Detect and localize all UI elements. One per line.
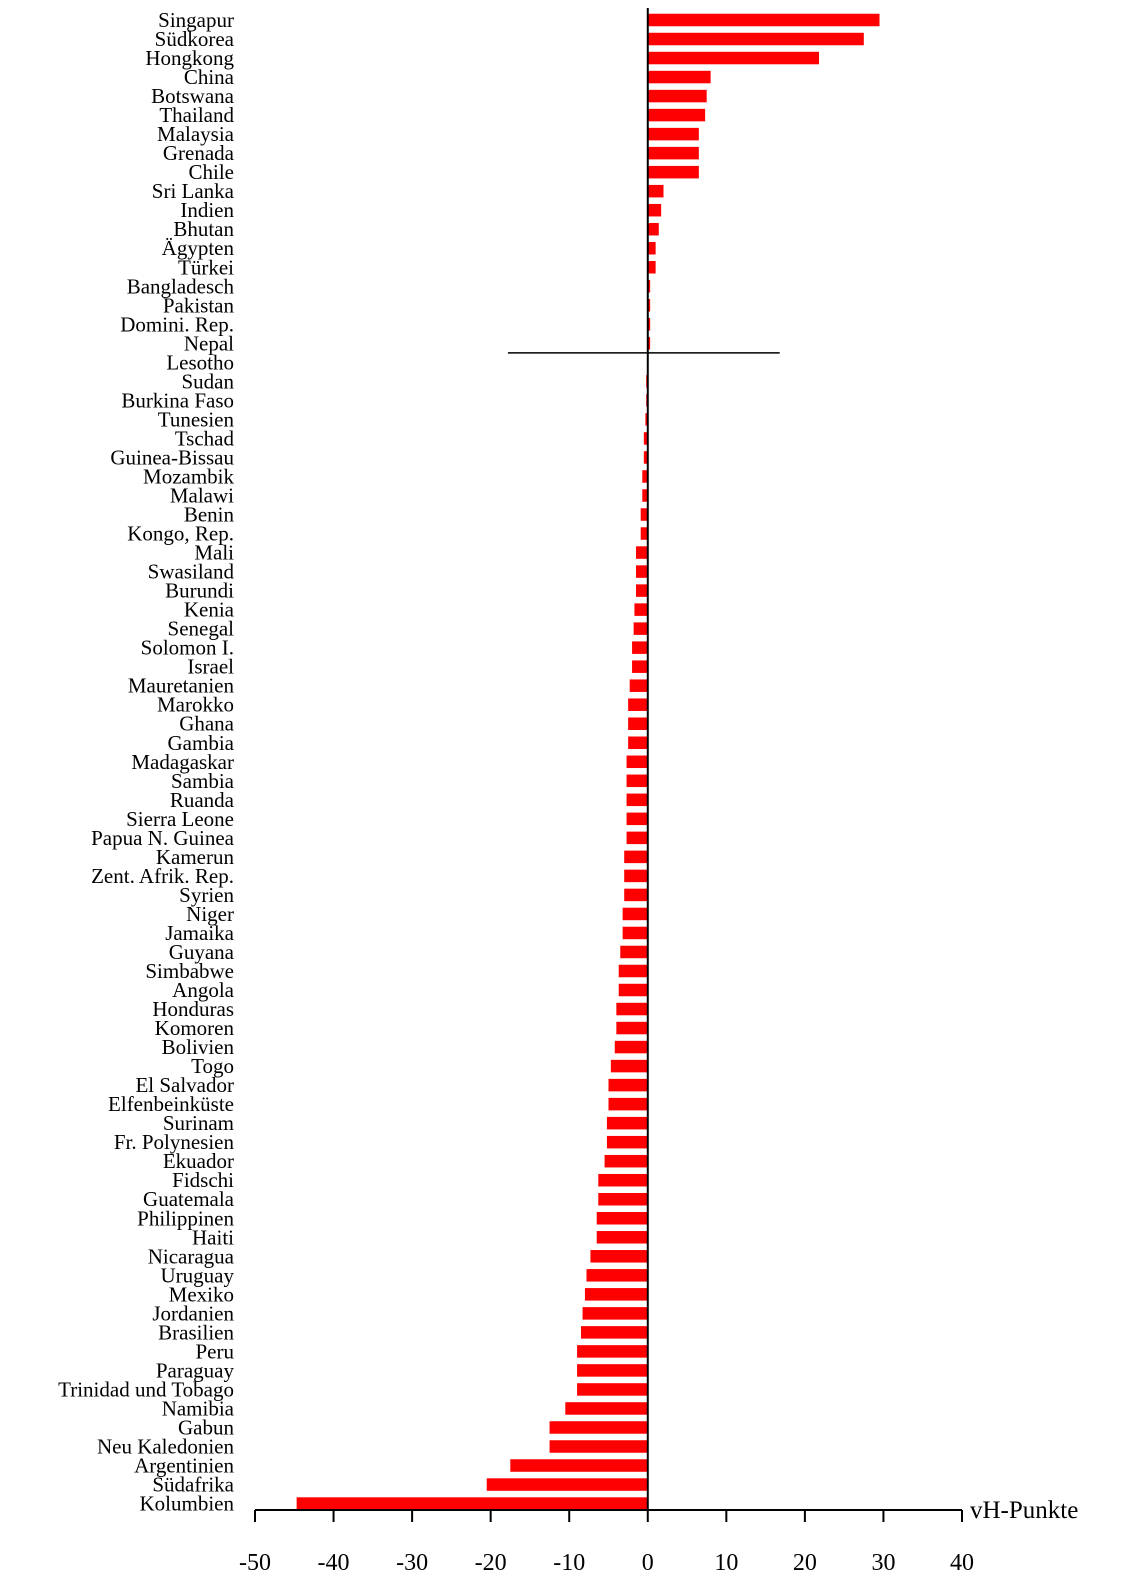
bar-33 [632,641,648,654]
bar-39 [627,756,648,769]
bar-34 [632,660,648,673]
bar-55 [611,1060,648,1073]
bar-8 [648,166,699,179]
bar-7 [648,147,699,160]
bar-58 [607,1117,648,1130]
bar-62 [598,1193,647,1206]
bar-32 [634,622,648,635]
bar-29 [636,565,648,578]
bar-6 [648,128,699,140]
bar-40 [627,775,648,788]
bar-13 [648,261,656,274]
x-tick-label: -20 [475,1550,507,1576]
bar-30 [636,584,648,597]
x-tick-label: -40 [318,1550,350,1576]
bar-53 [616,1022,647,1035]
bar-5 [648,109,705,122]
bar-56 [609,1079,648,1092]
bar-64 [597,1231,648,1244]
bar-57 [609,1098,648,1111]
bar-69 [581,1326,648,1339]
bar-31 [634,603,647,616]
bar-78 [297,1497,648,1510]
category-labels-group: SingapurSüdkoreaHongkongChinaBotswanaTha… [58,8,235,1516]
bar-2 [648,52,819,65]
bar-47 [623,908,648,921]
x-tick-label: 10 [714,1550,738,1576]
category-label: Kolumbien [140,1492,235,1516]
bar-50 [619,965,648,978]
bar-52 [616,1003,647,1016]
bar-65 [590,1250,647,1263]
bar-11 [648,223,659,236]
bar-51 [619,984,648,997]
x-tick-label: 30 [871,1550,895,1576]
bar-44 [624,851,648,864]
bars-group [297,14,880,1510]
bar-43 [627,832,648,845]
bar-10 [648,204,661,217]
bar-70 [577,1345,648,1358]
bar-38 [628,737,648,750]
bar-46 [624,889,648,902]
bar-61 [598,1174,647,1187]
x-axis-label: vH-Punkte [970,1497,1078,1524]
x-tick-label: -50 [239,1550,271,1576]
axes-group: -50 -40 -30 -20 -10 0 10 20 30 40 vH-Punkte [239,8,1078,1576]
bar-68 [583,1307,648,1320]
bar-26 [641,508,648,521]
bar-41 [627,794,648,807]
bar-59 [607,1136,648,1149]
bar-3 [648,71,711,84]
bar-1 [648,33,864,46]
bar-9 [648,185,664,198]
bar-76 [510,1459,647,1472]
bar-35 [630,679,648,692]
bar-66 [587,1269,648,1282]
bar-37 [628,717,648,730]
x-tick-label: 0 [642,1550,654,1576]
bar-63 [597,1212,648,1225]
bar-12 [648,242,656,255]
bar-4 [648,90,707,103]
bar-49 [620,946,647,959]
x-ticks-group: -50 -40 -30 -20 -10 0 10 20 30 40 [239,1510,974,1576]
bar-71 [577,1364,648,1377]
x-tick-label: -10 [553,1550,585,1576]
bar-73 [565,1402,647,1415]
bar-77 [487,1478,648,1491]
bar-28 [636,546,648,559]
bar-0 [648,14,880,27]
bar-27 [641,527,648,540]
bar-72 [577,1383,648,1396]
x-tick-label: -30 [396,1550,428,1576]
bar-42 [627,813,648,826]
bar-48 [623,927,648,940]
bar-45 [624,870,648,883]
bar-54 [615,1041,648,1054]
bar-75 [550,1440,648,1453]
bar-36 [628,698,648,711]
x-tick-label: 40 [950,1550,974,1576]
bar-60 [605,1155,648,1168]
bar-74 [550,1421,648,1434]
x-tick-label: 20 [793,1550,817,1576]
bar-67 [585,1288,648,1301]
